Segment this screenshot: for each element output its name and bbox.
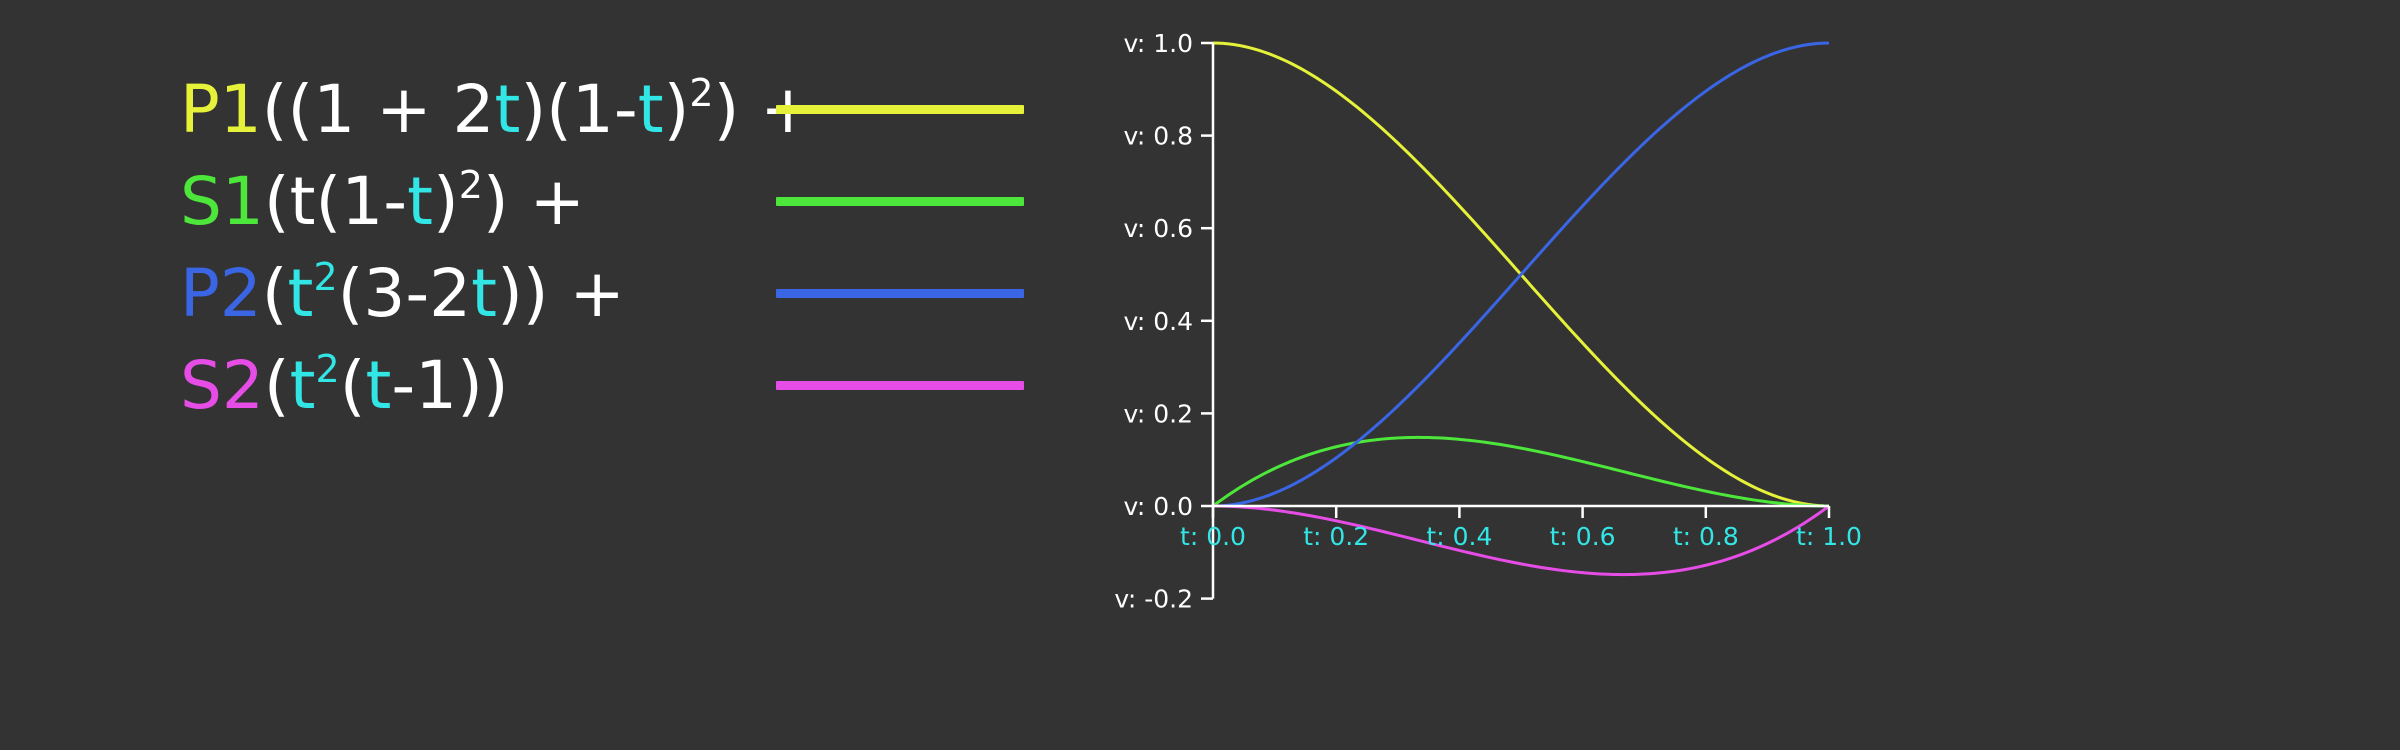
formula-part: ((1 + 2: [261, 71, 495, 148]
formula-part: t: [365, 347, 392, 424]
formula-part: (3-2: [337, 255, 472, 332]
formula-name-p2: P2: [180, 255, 262, 332]
series-line-s2: [1212, 504, 1830, 577]
swatch-s2: [776, 381, 1024, 390]
formula-part: (: [339, 347, 366, 424]
swatch-s1: [776, 197, 1024, 206]
formula-part: 2: [458, 163, 483, 207]
formula-s2: S2(t2(t-1)): [180, 340, 509, 432]
x-tick-label: t: 1.0: [1796, 522, 1862, 551]
x-tick-label: t: 0.4: [1426, 522, 1492, 551]
formula-name-p1: P1: [180, 71, 262, 148]
formula-part: t: [289, 347, 316, 424]
formula-part: )) +: [497, 255, 625, 332]
formula-part: (: [263, 347, 290, 424]
formula-s1: S1(t(1-t)2) +: [180, 156, 585, 248]
formula-part: t: [494, 71, 521, 148]
formula-p2: P2(t2(3-2t)) +: [180, 248, 625, 340]
formula-part: 2: [689, 71, 714, 115]
legend-row-s2: S2(t2(t-1)): [180, 340, 1080, 432]
legend-row-p2: P2(t2(3-2t)) +: [180, 248, 1080, 340]
formula-part: t: [407, 163, 433, 240]
y-tick-label: v: 0.0: [1123, 492, 1193, 521]
formula-part: t: [471, 255, 498, 332]
series-line-s1: [1212, 435, 1830, 508]
y-tick-label: v: -0.2: [1114, 585, 1193, 614]
formula-part: (: [261, 255, 288, 332]
formula-part: t: [287, 255, 314, 332]
formula-part: ) +: [482, 163, 585, 240]
y-tick-label: v: 0.4: [1123, 307, 1193, 336]
formula-name-s2: S2: [180, 347, 264, 424]
legend: P1((1 + 2t)(1-t)2) + S1(t(1-t)2) + P2(t2…: [180, 64, 1080, 432]
y-tick-label: v: 0.2: [1123, 399, 1193, 428]
formula-part: )(1-: [520, 71, 638, 148]
series-line-p2: [1212, 41, 1830, 508]
x-tick-label: t: 0.8: [1673, 522, 1739, 551]
formula-part: 2: [315, 347, 340, 391]
y-tick-label: v: 0.8: [1123, 122, 1193, 151]
y-tick-label: v: 0.6: [1123, 214, 1193, 243]
x-tick-label: t: 0.0: [1180, 522, 1246, 551]
formula-part: ): [432, 163, 459, 240]
formula-name-s1: S1: [180, 163, 264, 240]
swatch-p1: [776, 105, 1024, 114]
x-tick-label: t: 0.6: [1550, 522, 1616, 551]
legend-row-p1: P1((1 + 2t)(1-t)2) +: [180, 64, 1080, 156]
x-tick-label: t: 0.2: [1303, 522, 1369, 551]
formula-part: (t(1-: [263, 163, 408, 240]
formula-part: t: [637, 71, 664, 148]
formula-part: ): [663, 71, 690, 148]
y-tick-label: v: 1.0: [1123, 29, 1193, 58]
formula-part: -1)): [391, 347, 509, 424]
legend-row-s1: S1(t(1-t)2) +: [180, 156, 1080, 248]
formula-part: 2: [313, 255, 338, 299]
formula-p1: P1((1 + 2t)(1-t)2) +: [180, 64, 816, 156]
swatch-p2: [776, 289, 1024, 298]
